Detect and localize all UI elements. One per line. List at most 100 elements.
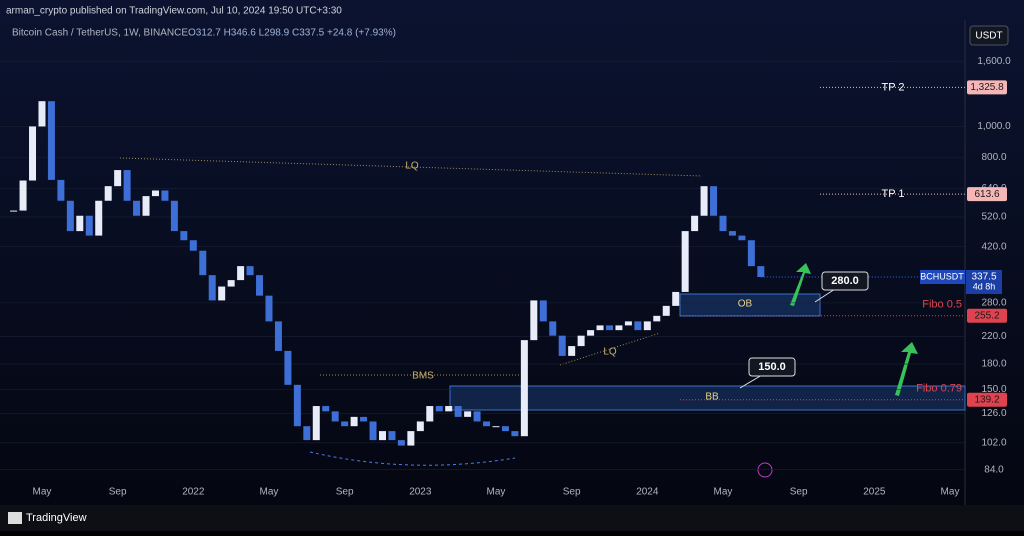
candle (331, 411, 339, 422)
symbol-tag (920, 269, 965, 284)
candle (76, 215, 84, 232)
y-tick-label: 1,600.0 (977, 56, 1011, 67)
candle (199, 250, 207, 276)
x-tick-label: 2024 (636, 487, 659, 498)
level-tag-label: 255.2 (974, 310, 999, 321)
candle (66, 200, 74, 232)
candle (700, 186, 708, 216)
y-tick-label: 280.0 (981, 298, 1006, 309)
candle (227, 280, 235, 287)
x-tick-label: May (487, 487, 506, 498)
x-tick-label: Sep (790, 487, 808, 498)
candle (369, 421, 377, 441)
candle (114, 170, 122, 187)
callout-label: 150.0 (758, 361, 786, 373)
annotation: BMS (412, 371, 434, 382)
annotation: OB (738, 299, 753, 310)
y-tick-label: 126.0 (981, 408, 1006, 419)
candle (19, 180, 27, 211)
candle (95, 200, 103, 236)
publisher: arman_crypto published on TradingView.co… (6, 6, 342, 17)
candle (161, 190, 169, 201)
candle (47, 101, 55, 180)
price-tag-label: 337.5 (971, 272, 996, 283)
footer-bar (0, 505, 1024, 531)
candle (624, 321, 632, 326)
candle (710, 186, 718, 216)
x-tick-label: 2023 (409, 487, 432, 498)
candle (133, 200, 141, 216)
candle (341, 421, 349, 427)
candle (435, 406, 443, 412)
lq-line (559, 332, 661, 366)
level-tag-label: 139.2 (974, 394, 999, 405)
level-tag (967, 187, 1007, 202)
level-name: Fibo 0.79 (916, 383, 962, 395)
candle (596, 325, 604, 331)
candle (265, 295, 273, 322)
candle (57, 179, 65, 201)
candle (142, 196, 150, 216)
y-tick-label: 180.0 (981, 359, 1006, 370)
y-tick-label: 1,000.0 (977, 121, 1011, 132)
candle (558, 335, 566, 356)
candle (662, 305, 670, 316)
candle (615, 325, 623, 331)
arrow-up (895, 342, 918, 396)
candle (151, 190, 159, 197)
candle (189, 240, 197, 251)
currency[interactable]: USDT (975, 31, 1002, 42)
x-tick-label: May (714, 487, 733, 498)
candle (29, 126, 37, 181)
level-tag (967, 80, 1007, 95)
y-tick-label: 220.0 (981, 331, 1006, 342)
y-tick-label: 520.0 (981, 212, 1006, 223)
callout-pointer (814, 288, 836, 303)
currency-button[interactable] (969, 25, 1009, 46)
brand-logo (8, 512, 22, 524)
candle (303, 426, 311, 441)
candle (757, 266, 765, 277)
callout-box (748, 357, 796, 377)
candle (747, 240, 755, 267)
candle (653, 315, 661, 322)
x-tick-label: Sep (109, 487, 127, 498)
level-name: TP 1 (881, 188, 904, 200)
candle (10, 210, 18, 212)
candle (577, 335, 585, 347)
level-name: TP 2 (881, 81, 904, 93)
candle (464, 411, 472, 417)
candle (378, 431, 386, 441)
candle (568, 346, 576, 356)
candle (38, 101, 46, 127)
candle (85, 215, 93, 236)
candle (605, 325, 613, 331)
candle (388, 431, 396, 441)
callout-box (821, 271, 869, 291)
candle (274, 321, 282, 351)
candle (350, 416, 358, 427)
candle (445, 406, 453, 412)
candle (426, 406, 434, 422)
y-tick-label: 102.0 (981, 437, 1006, 448)
bb-zone (449, 385, 966, 411)
candle (237, 266, 245, 281)
candle (520, 340, 528, 437)
level-tag (967, 308, 1007, 323)
callout-pointer (739, 374, 763, 389)
candle (539, 300, 547, 322)
x-tick-label: Sep (336, 487, 354, 498)
level-tag-label: 1,325.8 (970, 82, 1004, 93)
level-tag (967, 392, 1007, 407)
candle (691, 215, 699, 232)
candle (170, 200, 178, 232)
candle (312, 406, 320, 441)
candle (728, 231, 736, 236)
lq-line (119, 157, 703, 177)
candle (360, 416, 368, 422)
candle (208, 275, 216, 301)
candle (719, 215, 727, 232)
brand: TradingView (26, 512, 87, 524)
